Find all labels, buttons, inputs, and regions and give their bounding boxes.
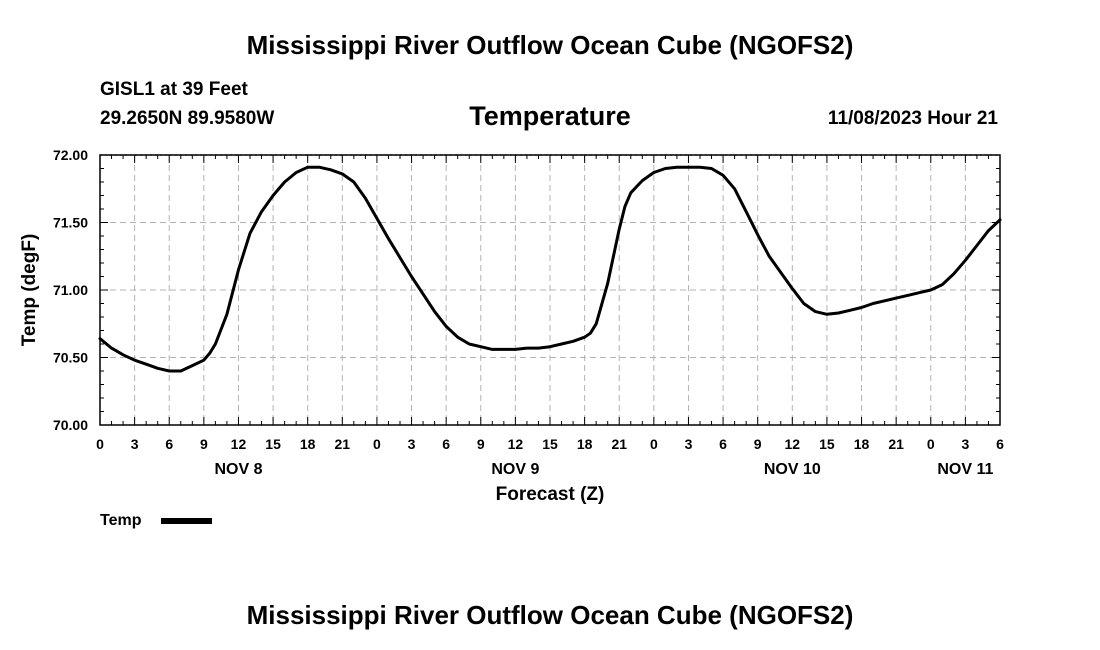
plot-frame [99, 154, 1001, 426]
x-tick-label: 0 [650, 436, 658, 452]
station-label: GISL1 at 39 Feet [100, 79, 249, 100]
day-label: NOV 8 [214, 461, 262, 478]
day-label: NOV 9 [491, 461, 539, 478]
y-tick-label: 71.50 [53, 215, 88, 231]
x-tick-label: 6 [442, 436, 450, 452]
x-tick-label: 18 [854, 436, 870, 452]
x-tick-label: 3 [685, 436, 693, 452]
series [98, 165, 1002, 373]
x-tick-label: 9 [754, 436, 762, 452]
x-tick-label: 3 [131, 436, 139, 452]
footer-title: Mississippi River Outflow Ocean Cube (NG… [247, 600, 854, 630]
x-tick-label: 21 [611, 436, 627, 452]
coordinates-label: 29.2650N 89.9580W [100, 108, 274, 129]
timestamp-label: 11/08/2023 Hour 21 [828, 108, 998, 129]
day-label: NOV 10 [764, 461, 821, 478]
x-tick-label: 0 [373, 436, 381, 452]
y-tick-label: 71.00 [53, 282, 88, 298]
chart-title: Mississippi River Outflow Ocean Cube (NG… [247, 30, 854, 60]
x-tick-label: 3 [961, 436, 969, 452]
y-axis-label: Temp (degF) [19, 234, 40, 347]
y-tick-label: 72.00 [53, 147, 88, 163]
x-tick-label: 18 [300, 436, 316, 452]
x-tick-label: 12 [785, 436, 801, 452]
x-tick-label: 21 [888, 436, 904, 452]
tick-labels: 0 3 6 9 12 15 18 21 0 3 6 9 12 15 18 21 0 3 6 9 12 15 18 21 0 3 6 7… [53, 147, 1004, 478]
x-tick-label: 3 [408, 436, 416, 452]
x-tick-label: 0 [96, 436, 104, 452]
x-axis-label: Forecast (Z) [496, 484, 605, 505]
legend: Temp [100, 512, 212, 529]
x-tick-label: 18 [577, 436, 593, 452]
variable-title: Temperature [469, 101, 631, 131]
temp-series-line [98, 165, 1002, 373]
x-tick-label: 6 [996, 436, 1004, 452]
x-tick-label: 15 [542, 436, 558, 452]
x-tick-label: 0 [927, 436, 935, 452]
x-tick-label: 12 [231, 436, 247, 452]
x-tick-label: 15 [265, 436, 281, 452]
y-tick-label: 70.50 [53, 350, 88, 366]
legend-label: Temp [100, 512, 142, 529]
grid [100, 154, 1000, 425]
x-tick-label: 15 [819, 436, 835, 452]
x-tick-label: 6 [165, 436, 173, 452]
x-tick-label: 9 [200, 436, 208, 452]
day-label: NOV 11 [937, 461, 993, 478]
x-tick-label: 6 [719, 436, 727, 452]
x-tick-label: 12 [508, 436, 524, 452]
x-tick-label: 21 [335, 436, 351, 452]
y-tick-label: 70.00 [53, 417, 88, 433]
x-tick-label: 9 [477, 436, 485, 452]
